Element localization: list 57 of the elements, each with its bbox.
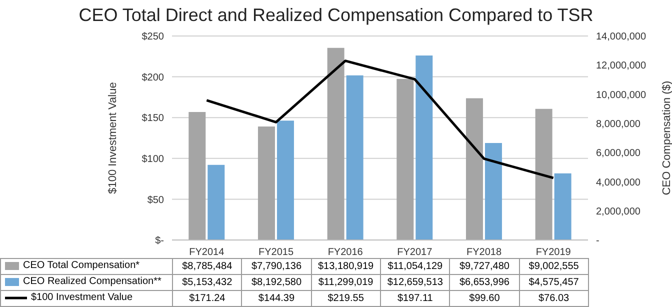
bar [416,56,433,240]
data-label: $4,575,457 [519,274,588,290]
bar [396,78,414,240]
y-tick-label: $200 [142,72,164,84]
data-label: $11,054,129 [380,258,450,274]
data-label: $8,192,580 [242,274,312,290]
data-label: $6,653,996 [450,274,520,290]
bar [535,108,552,240]
legend-label: CEO Total Compensation* [23,260,140,272]
legend-label: CEO Realized Compensation** [23,276,162,288]
y2-tick-label: 6,000,000 [596,148,641,160]
y2-tick-label: 14,000,000 [596,32,646,43]
bar [484,143,502,240]
data-label: $9,727,480 [450,258,520,274]
chart-title: CEO Total Direct and Realized Compensation Compared to TSR [78,4,594,27]
bar [208,164,225,240]
data-label: $171.24 [172,290,242,306]
bar [466,98,483,240]
data-label: $197.11 [380,290,450,306]
y-tick-label: $- [155,236,164,247]
data-label: $7,790,136 [242,258,312,274]
x-tick-label: FY2015 [258,247,294,258]
bar [188,112,206,240]
line-series [205,60,555,180]
y2-axis-title: CEO Compensation ($) [660,80,672,196]
data-label: $76.03 [519,290,588,306]
data-label: $9,002,555 [519,258,588,274]
data-label: $99.60 [450,290,520,306]
y2-tick-label: - [596,236,600,247]
data-label: $144.39 [242,290,312,306]
y-tick-label: $250 [142,32,164,43]
y2-tick-label: 8,000,000 [596,118,641,130]
bar [327,48,344,240]
x-tick-label: FY2019 [536,247,572,258]
data-label: $12,659,513 [380,274,450,290]
y-tick-label: $100 [142,154,164,165]
data-label: $5,153,432 [172,274,242,290]
x-tick-label: FY2018 [466,247,502,258]
bar [276,120,294,240]
data-label: $8,785,484 [172,258,242,274]
bar [258,126,275,240]
data-label: $219.55 [311,290,380,306]
bar [554,173,572,240]
y-tick-label: $50 [147,194,164,206]
y2-tick-label: 2,000,000 [596,206,641,218]
x-tick-label: FY2016 [328,247,364,258]
bar [346,75,364,240]
y-axis-title: $100 Investment Value [106,82,119,194]
y2-tick-label: 4,000,000 [596,177,641,188]
x-tick-label: FY2017 [397,247,433,258]
legend-label: $100 Investment Value [31,292,133,304]
y-tick-label: $150 [142,113,164,124]
x-tick-label: FY2014 [189,247,225,258]
y2-tick-label: 12,000,000 [596,60,646,72]
data-label: $13,180,919 [311,258,380,274]
y2-tick-label: 10,000,000 [596,90,646,101]
data-label: $11,299,019 [311,274,380,290]
